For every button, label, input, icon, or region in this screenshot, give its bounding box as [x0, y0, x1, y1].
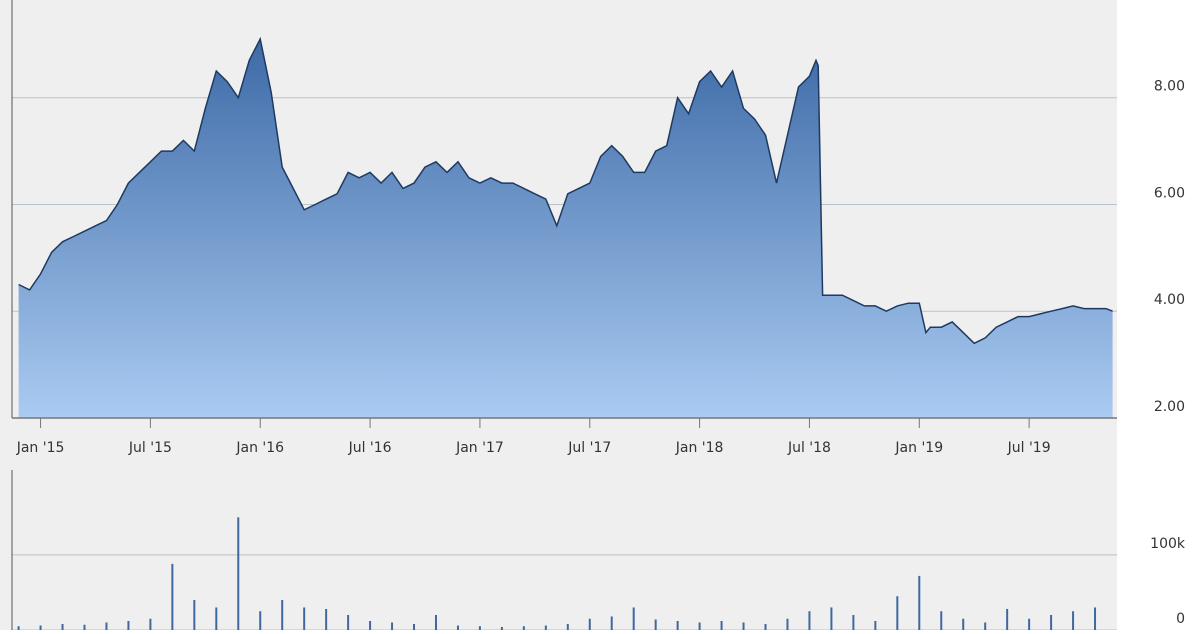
price-panel: 2.00 4.00 6.00 8.00 Jan '15 Jul '15 Jan '16 Jul…: [11, 0, 1185, 456]
volume-bar: [962, 618, 965, 630]
volume-bar: [281, 599, 284, 630]
volume-bar: [984, 622, 987, 630]
volume-bar: [742, 622, 745, 630]
x-tick-label: Jul '18: [787, 440, 831, 456]
volume-bar: [413, 623, 416, 630]
volume-bar: [500, 626, 503, 630]
x-tick-label: Jan '17: [455, 440, 504, 456]
volume-bar: [171, 563, 174, 630]
volume-bar: [347, 614, 350, 630]
y-tick-label: 6.00: [1154, 185, 1185, 201]
volume-bar: [1006, 608, 1009, 630]
area-fill: [18, 39, 1113, 418]
volume-bar: [588, 618, 591, 630]
volume-bar: [698, 622, 701, 630]
volume-bar: [852, 614, 855, 630]
y-tick-label: 0: [1176, 611, 1185, 627]
volume-bar: [215, 607, 218, 630]
y-tick-label: 4.00: [1154, 292, 1185, 308]
volume-bar: [303, 607, 306, 630]
volume-bar: [237, 517, 240, 630]
volume-bar: [1050, 614, 1053, 630]
y-tick-label: 8.00: [1154, 79, 1185, 95]
volume-bar: [61, 623, 64, 630]
x-tick-label: Jul '17: [567, 440, 611, 456]
volume-bar: [918, 575, 921, 630]
volume-bar: [17, 626, 20, 630]
volume-bar: [369, 620, 372, 630]
volume-bar: [434, 614, 437, 630]
volume-bar: [522, 626, 525, 630]
volume-bar: [391, 622, 394, 630]
x-tick-label: Jul '15: [128, 440, 172, 456]
volume-bar: [456, 625, 459, 630]
volume-bar: [149, 618, 152, 630]
x-tick-label: Jul '16: [348, 440, 392, 456]
volume-bar: [874, 620, 877, 630]
y-tick-label: 100k: [1150, 536, 1186, 552]
volume-bar: [676, 620, 679, 630]
volume-bar: [83, 624, 86, 630]
x-tick-label: Jan '16: [235, 440, 284, 456]
volume-bar: [610, 616, 613, 630]
price-line: [18, 36, 1113, 345]
volume-bar: [786, 618, 789, 630]
volume-bar: [105, 622, 108, 630]
volume-bar: [830, 607, 833, 630]
volume-bar: [259, 611, 262, 630]
volume-bar: [896, 596, 899, 630]
volume-bar: [544, 625, 547, 630]
volume-bar: [127, 620, 130, 630]
volume-bar: [632, 607, 635, 630]
volume-bar: [654, 619, 657, 630]
volume-bar: [193, 599, 196, 630]
volume-bar: [940, 611, 943, 630]
volume-bar: [478, 626, 481, 630]
volume-bar: [808, 611, 811, 630]
volume-bar: [1072, 611, 1075, 630]
x-tick-label: Jan '18: [675, 440, 724, 456]
volume-bar: [1094, 607, 1097, 630]
y-tick-label: 2.00: [1154, 399, 1185, 415]
volume-bar: [1028, 618, 1031, 630]
volume-bar: [764, 623, 767, 630]
x-tick-label: Jan '15: [16, 440, 65, 456]
volume-bar: [720, 620, 723, 630]
volume-bar: [566, 623, 569, 630]
volume-bar: [325, 608, 328, 630]
volume-bar: [39, 625, 42, 630]
x-tick-label: Jul '19: [1007, 440, 1051, 456]
x-tick-label: Jan '19: [894, 440, 943, 456]
